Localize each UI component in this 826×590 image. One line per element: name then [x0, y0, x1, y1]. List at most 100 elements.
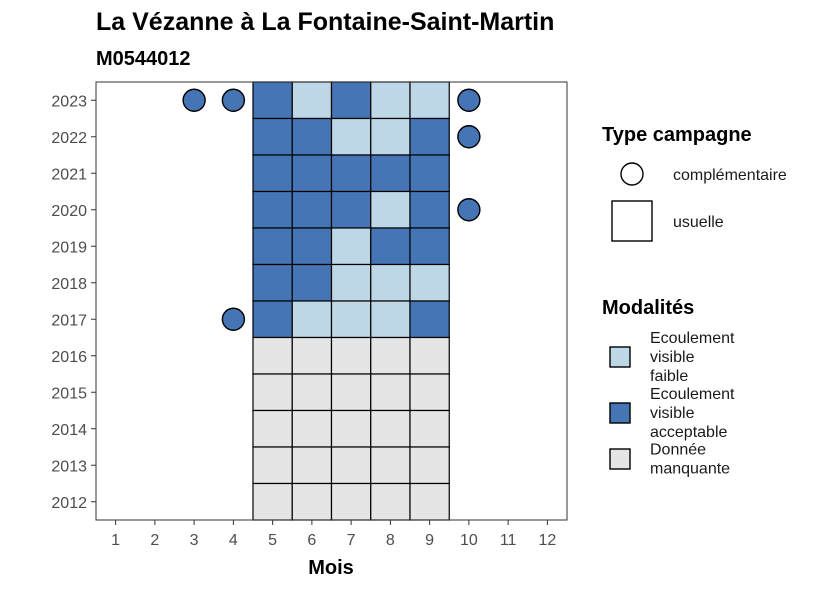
y-tick-label: 2019	[51, 239, 87, 256]
tile	[370, 446, 411, 485]
tile	[370, 227, 411, 266]
legend-modalite-label: visible	[650, 405, 695, 422]
chart-subtitle: M0544012	[96, 48, 191, 70]
legend-modalite-label: acceptable	[650, 424, 727, 441]
complementaire-points	[182, 88, 481, 331]
y-tick-label: 2018	[51, 276, 87, 293]
tile	[409, 373, 450, 412]
tile	[291, 154, 333, 193]
tile	[409, 263, 450, 302]
tile	[330, 227, 372, 266]
tile	[409, 482, 450, 521]
tile	[330, 336, 372, 375]
y-tick-label: 2014	[51, 422, 87, 439]
legend-square-key	[611, 200, 653, 242]
tile	[252, 263, 293, 302]
tile	[252, 300, 293, 339]
y-tick-label: 2022	[51, 130, 87, 147]
y-tick-label: 2015	[51, 385, 87, 402]
x-tick-label: 12	[538, 532, 556, 549]
tile	[370, 409, 411, 448]
legend-modalite-label: faible	[650, 368, 688, 385]
tile	[252, 482, 293, 521]
tile	[291, 227, 333, 266]
y-tick-label: 2016	[51, 349, 87, 366]
tile	[291, 300, 333, 339]
x-tick-label: 4	[229, 532, 238, 549]
x-tick-label: 7	[347, 532, 356, 549]
y-tick-label: 2012	[51, 495, 87, 512]
tile	[370, 300, 411, 339]
tile	[252, 373, 293, 412]
tile	[370, 190, 411, 229]
tile	[409, 117, 450, 156]
chart-title: La Vézanne à La Fontaine-Saint-Martin	[96, 8, 554, 36]
legend-modalite-label: manquante	[650, 461, 730, 478]
panel-border	[95, 81, 568, 521]
tile	[252, 409, 293, 448]
x-tick-label: 11	[500, 532, 517, 549]
tile	[409, 336, 450, 375]
tile	[330, 446, 372, 485]
tile	[409, 227, 450, 266]
legend-modalite-label: Ecoulement	[650, 386, 735, 403]
x-tick-label: 1	[111, 532, 120, 549]
legend-swatch	[609, 346, 631, 368]
tile	[252, 154, 293, 193]
legend-modalite-label: Donnée	[650, 442, 706, 459]
legend-swatch	[609, 448, 631, 470]
tile	[370, 482, 411, 521]
tile	[370, 117, 411, 156]
tile	[291, 446, 333, 485]
legend-circle-key	[620, 162, 644, 186]
tile	[370, 373, 411, 412]
tile	[291, 81, 333, 120]
x-tick-label: 3	[190, 532, 199, 549]
point	[182, 88, 206, 112]
tile	[252, 336, 293, 375]
point	[457, 125, 481, 149]
tile	[409, 300, 450, 339]
y-axis: 2012 2013 2014 2015 2016 2017 2018 2019 2020 2021…	[51, 93, 96, 512]
tile	[252, 190, 293, 229]
tile	[370, 336, 411, 375]
legend-type-campagne: Type campagne complémentaire usuelle	[602, 124, 787, 242]
legend-type-title: Type campagne	[602, 124, 752, 146]
point	[457, 88, 481, 112]
tile	[330, 81, 372, 120]
tile	[330, 263, 372, 302]
x-tick-label: 6	[307, 532, 316, 549]
tile	[291, 263, 333, 302]
point	[221, 88, 246, 112]
legend-type-label: complémentaire	[673, 167, 787, 184]
legend-modalites-title: Modalités	[602, 297, 694, 319]
x-tick-label: 8	[386, 532, 395, 549]
tile	[330, 482, 372, 521]
tile	[252, 446, 293, 485]
tile	[370, 81, 411, 120]
tile	[330, 190, 372, 229]
tile	[370, 154, 411, 193]
tile	[409, 81, 450, 120]
legend-type-label: usuelle	[673, 214, 724, 231]
point	[221, 307, 246, 331]
y-tick-label: 2021	[51, 166, 87, 183]
tile	[330, 300, 372, 339]
tile	[252, 227, 293, 266]
tile	[409, 409, 450, 448]
tile	[291, 482, 333, 521]
y-tick-label: 2013	[51, 458, 87, 475]
plot-border	[95, 81, 568, 521]
y-tick-label: 2020	[51, 203, 87, 220]
x-axis-title: Mois	[308, 557, 354, 579]
tile	[330, 409, 372, 448]
tile	[252, 117, 293, 156]
legend-modalite-label: visible	[650, 349, 695, 366]
legend-modalite-label: Ecoulement	[650, 330, 735, 347]
y-tick-label: 2017	[51, 312, 87, 329]
tile	[330, 117, 372, 156]
tile	[330, 373, 372, 412]
tile	[291, 336, 333, 375]
tile	[370, 263, 411, 302]
